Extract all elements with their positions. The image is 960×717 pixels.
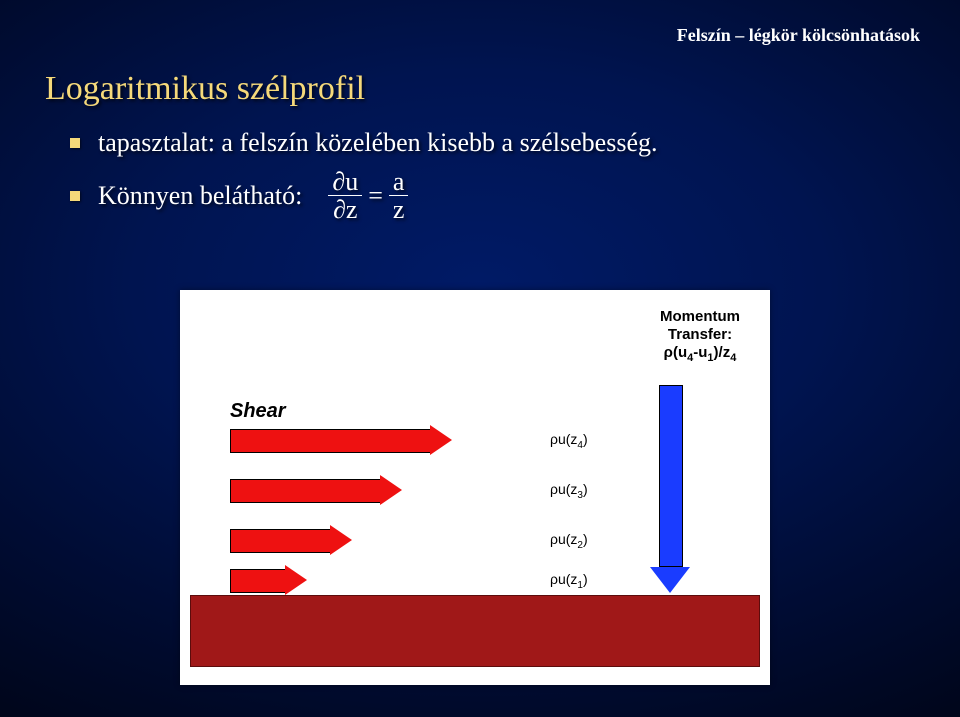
bullet-item-2: Könnyen belátható: ∂u ∂z = a z — [70, 168, 920, 224]
shear-arrow-icon — [230, 475, 404, 505]
mt-expr-b: -u — [693, 344, 707, 361]
diagram-canvas: Momentum Transfer: ρ(u4-u1)/z4 Shear ρu(… — [180, 290, 770, 685]
momentum-transfer-line1: Momentum — [660, 308, 740, 326]
bullet-item-1: tapasztalat: a felszín közelében kisebb … — [70, 128, 920, 158]
mt-expr-a: ρ(u — [664, 344, 687, 361]
formula-lhs-num: ∂u — [328, 168, 362, 196]
slide: Felszín – légkör kölcsönhatások Logaritm… — [0, 0, 960, 717]
bullet-1-text: tapasztalat: a felszín közelében kisebb … — [98, 128, 657, 158]
momentum-label: ρu(z3) — [550, 481, 588, 501]
bullet-marker-icon — [70, 191, 80, 201]
formula: ∂u ∂z = a z — [322, 168, 414, 224]
momentum-label: ρu(z1) — [550, 571, 588, 591]
formula-rhs-frac: a z — [389, 168, 409, 224]
bullet-list: tapasztalat: a felszín közelében kisebb … — [70, 128, 920, 224]
shear-arrow-icon — [230, 565, 309, 595]
formula-rhs-den: z — [389, 196, 409, 223]
momentum-transfer-title: Momentum Transfer: ρ(u4-u1)/z4 — [660, 308, 740, 365]
bullet-marker-icon — [70, 138, 80, 148]
shear-label: Shear — [230, 400, 286, 423]
formula-rhs-num: a — [389, 168, 409, 196]
page-title: Logaritmikus szélprofil — [45, 70, 920, 108]
shear-diagram: Momentum Transfer: ρ(u4-u1)/z4 Shear ρu(… — [180, 290, 770, 685]
mt-sub-3: 4 — [730, 352, 736, 364]
bullet-2-text: Könnyen belátható: — [98, 181, 302, 211]
shear-arrow-icon — [230, 425, 454, 455]
momentum-transfer-expr: ρ(u4-u1)/z4 — [660, 344, 740, 365]
ground-surface — [190, 595, 760, 667]
formula-lhs-frac: ∂u ∂z — [328, 168, 362, 224]
momentum-transfer-line2: Transfer: — [660, 326, 740, 344]
header-right: Felszín – légkör kölcsönhatások — [677, 25, 920, 46]
mt-expr-c: )/z — [714, 344, 731, 361]
formula-lhs-den: ∂z — [329, 196, 361, 223]
formula-eq: = — [368, 181, 383, 211]
momentum-arrow-icon — [659, 385, 690, 593]
momentum-label: ρu(z4) — [550, 431, 588, 451]
momentum-label: ρu(z2) — [550, 531, 588, 551]
shear-arrow-icon — [230, 525, 354, 555]
